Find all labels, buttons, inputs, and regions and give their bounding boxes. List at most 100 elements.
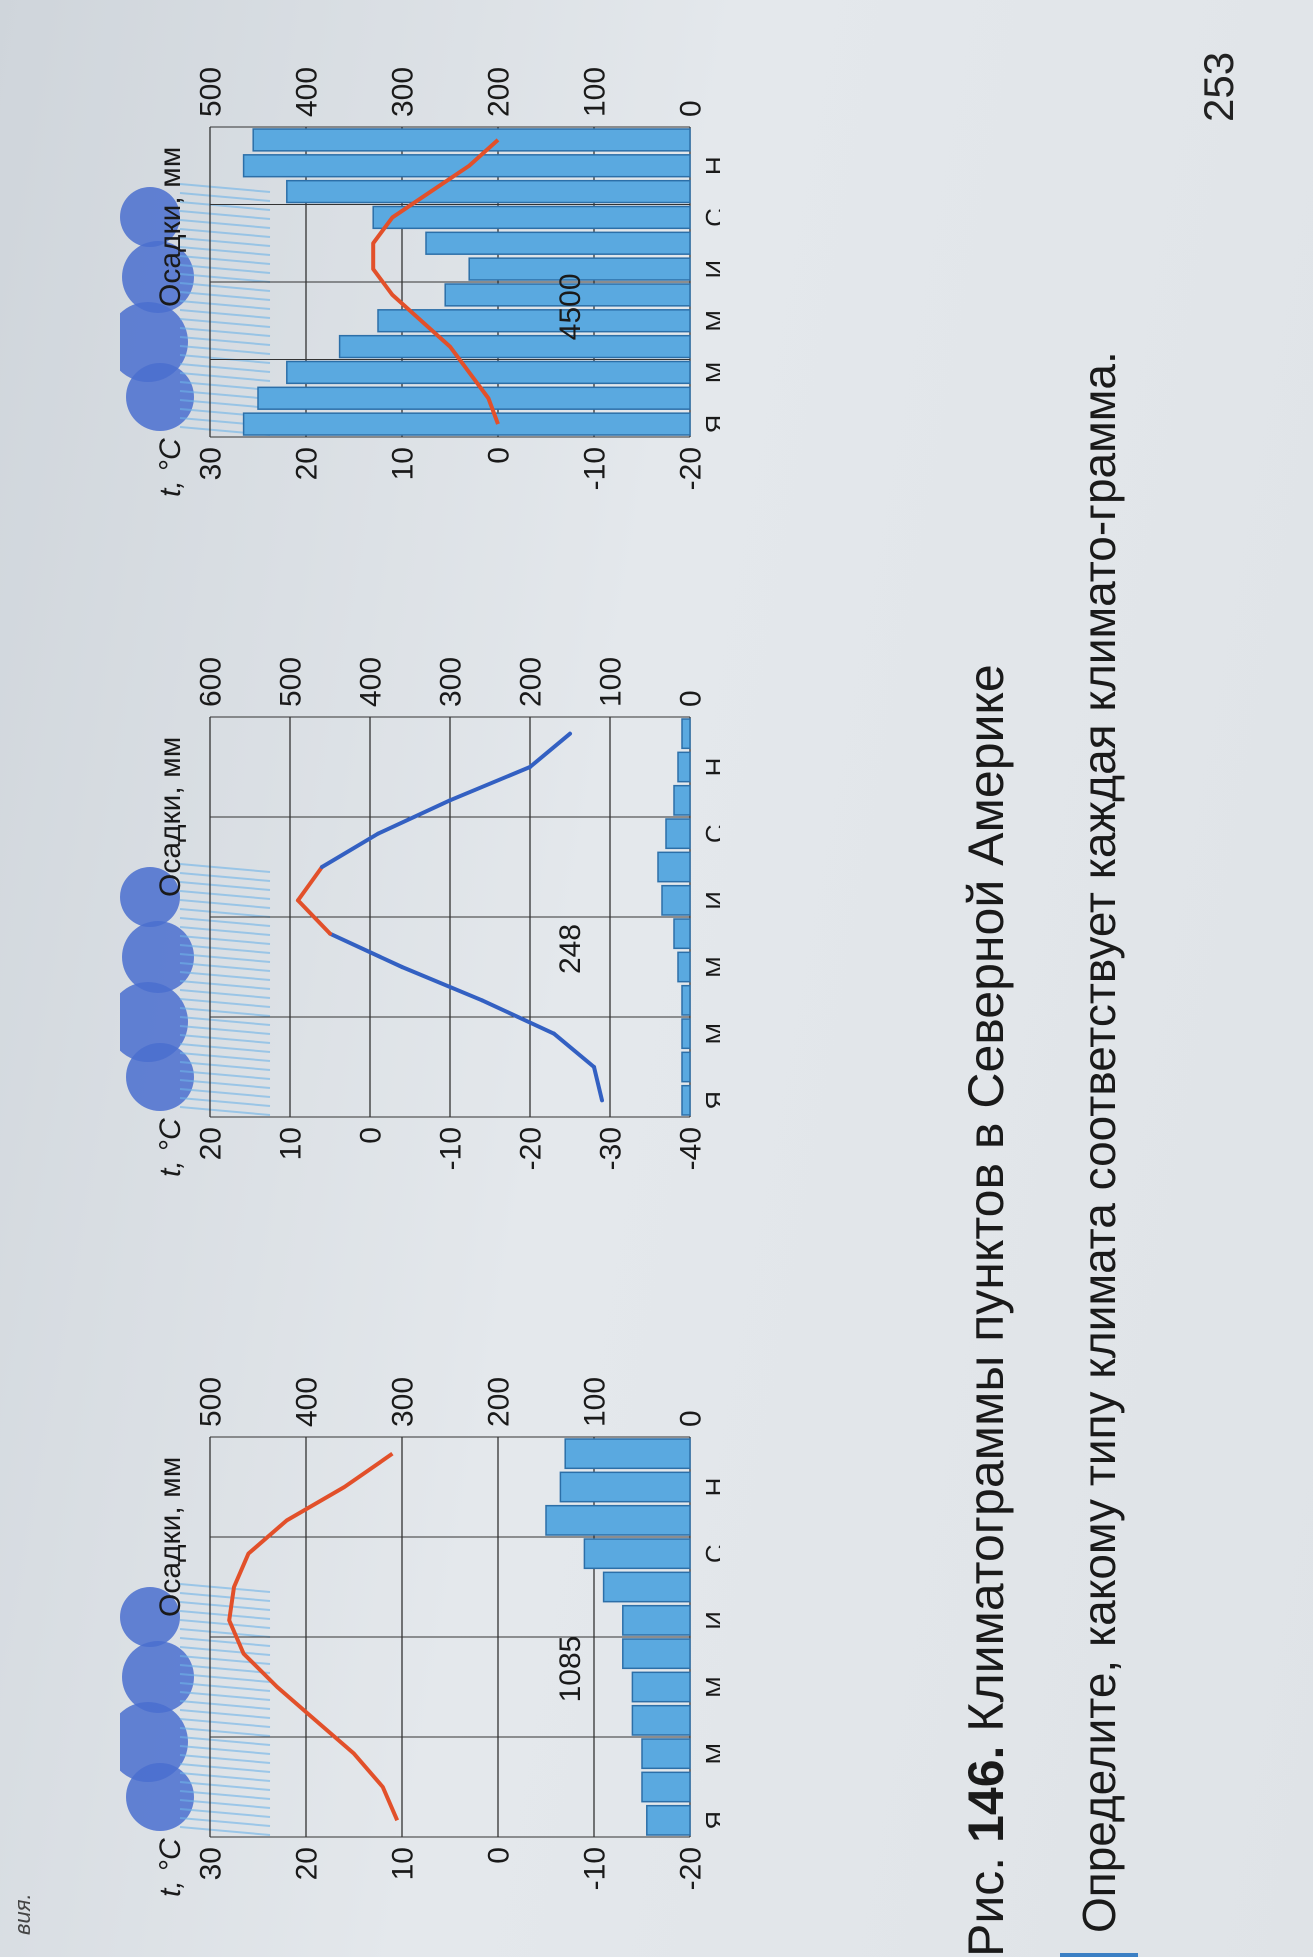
month-label: М [700, 310, 720, 332]
month-label: С [700, 1544, 720, 1563]
rain-streak [179, 1043, 271, 1053]
month-label: Я [700, 415, 720, 434]
precip-bar [583, 1538, 691, 1570]
rain-streak [179, 1088, 271, 1098]
rain-streak [179, 980, 271, 990]
month-label: Н [700, 758, 720, 777]
temperature-line-segment [296, 865, 324, 903]
rain-streak [179, 300, 271, 310]
temp-tick-label: -10 [579, 1847, 612, 1890]
rain-streak [179, 881, 271, 891]
cloud-puff [120, 867, 180, 927]
precip-bar [545, 1504, 691, 1536]
rain-streak [179, 210, 271, 220]
rain-streak [179, 1646, 271, 1656]
month-label: М [700, 1743, 720, 1765]
precip-tick-label: 400 [291, 1377, 324, 1427]
precip-tick-label: 0 [675, 690, 708, 707]
cloud-puff [120, 302, 188, 382]
rain-streak [179, 1718, 271, 1728]
rain-streak [179, 345, 271, 355]
annual-precip-label: 1085 [554, 1636, 587, 1703]
precip-axis-title: Осадки, мм [154, 1457, 187, 1617]
rain-streak [179, 998, 271, 1008]
temp-tick-label: -30 [595, 1127, 628, 1170]
month-label: Н [700, 1478, 720, 1497]
temperature-line-segment [296, 898, 332, 936]
rain-streak [179, 917, 271, 927]
rain-streak [179, 1664, 271, 1674]
temperature-line-segment [552, 1031, 596, 1069]
precip-bar [657, 851, 691, 883]
rain-streak [179, 872, 271, 882]
precip-bar [377, 309, 691, 333]
cloud-icon [120, 183, 271, 436]
precip-bar [622, 1604, 691, 1636]
precip-bar [602, 1571, 691, 1603]
precip-bar [631, 1704, 691, 1736]
temperature-line-segment [592, 1065, 604, 1103]
month-label: Н [700, 156, 720, 175]
precip-tick-label: 300 [387, 67, 420, 117]
rain-streak [179, 953, 271, 963]
precip-bar [641, 1738, 691, 1770]
rain-streak [179, 1808, 271, 1818]
month-label: Я [700, 1811, 720, 1830]
temp-axis-title: t, °C [154, 1838, 187, 1897]
rain-streak [179, 372, 271, 382]
rain-streak [179, 1700, 271, 1710]
temperature-line-segment [376, 798, 452, 836]
precip-bar [338, 334, 691, 359]
rain-streak [179, 228, 271, 238]
cloud-puff [120, 1587, 180, 1647]
rain-streak [179, 1106, 271, 1116]
rain-streak [179, 1619, 271, 1629]
temperature-line-segment [320, 831, 380, 869]
precip-axis-title: Осадки, мм [154, 737, 187, 897]
rain-streak [179, 1007, 271, 1017]
cloud-icon [120, 1583, 271, 1836]
precip-bar [673, 918, 691, 950]
rain-streak [179, 1016, 271, 1026]
precip-bar [631, 1671, 691, 1703]
annual-precip-label: 248 [554, 924, 587, 974]
rain-streak [179, 1070, 271, 1080]
precip-bar [372, 205, 691, 230]
temp-tick-label: 10 [275, 1127, 308, 1160]
rain-streak [179, 1691, 271, 1701]
temp-axis-title: t, °C [154, 438, 187, 497]
rain-streak [179, 363, 271, 373]
precip-bar [559, 1471, 691, 1503]
rain-streak [179, 237, 271, 247]
cloud-icon [120, 863, 271, 1116]
precip-bar [286, 179, 691, 204]
rain-streak [179, 1079, 271, 1089]
precip-bar [286, 360, 691, 385]
rain-streak [179, 1601, 271, 1611]
precip-bar [681, 1051, 691, 1083]
precip-bar [681, 1084, 691, 1116]
rain-streak [179, 1637, 271, 1647]
rain-streak [179, 282, 271, 292]
month-label: Я [700, 1091, 720, 1110]
temp-tick-label: -20 [675, 1847, 708, 1890]
rain-streak [179, 390, 271, 400]
precip-bar [425, 231, 691, 255]
cloud-puff [122, 1641, 194, 1713]
rain-streak [179, 1034, 271, 1044]
rain-streak [179, 1655, 271, 1665]
figure-caption: Рис. 146. Климатограммы пунктов в Северн… [955, 0, 1017, 1957]
precip-tick-label: 500 [195, 1377, 228, 1427]
cloud-puff [120, 982, 188, 1062]
precip-tick-label: 600 [195, 657, 228, 707]
rain-streak [179, 962, 271, 972]
rain-streak [179, 291, 271, 301]
cloud-puff [122, 921, 194, 993]
precip-bar [641, 1771, 691, 1803]
rain-streak [179, 309, 271, 319]
temp-tick-label: 0 [483, 1847, 516, 1864]
rain-streak [179, 336, 271, 346]
precip-tick-label: 200 [483, 67, 516, 117]
rain-streak [179, 971, 271, 981]
